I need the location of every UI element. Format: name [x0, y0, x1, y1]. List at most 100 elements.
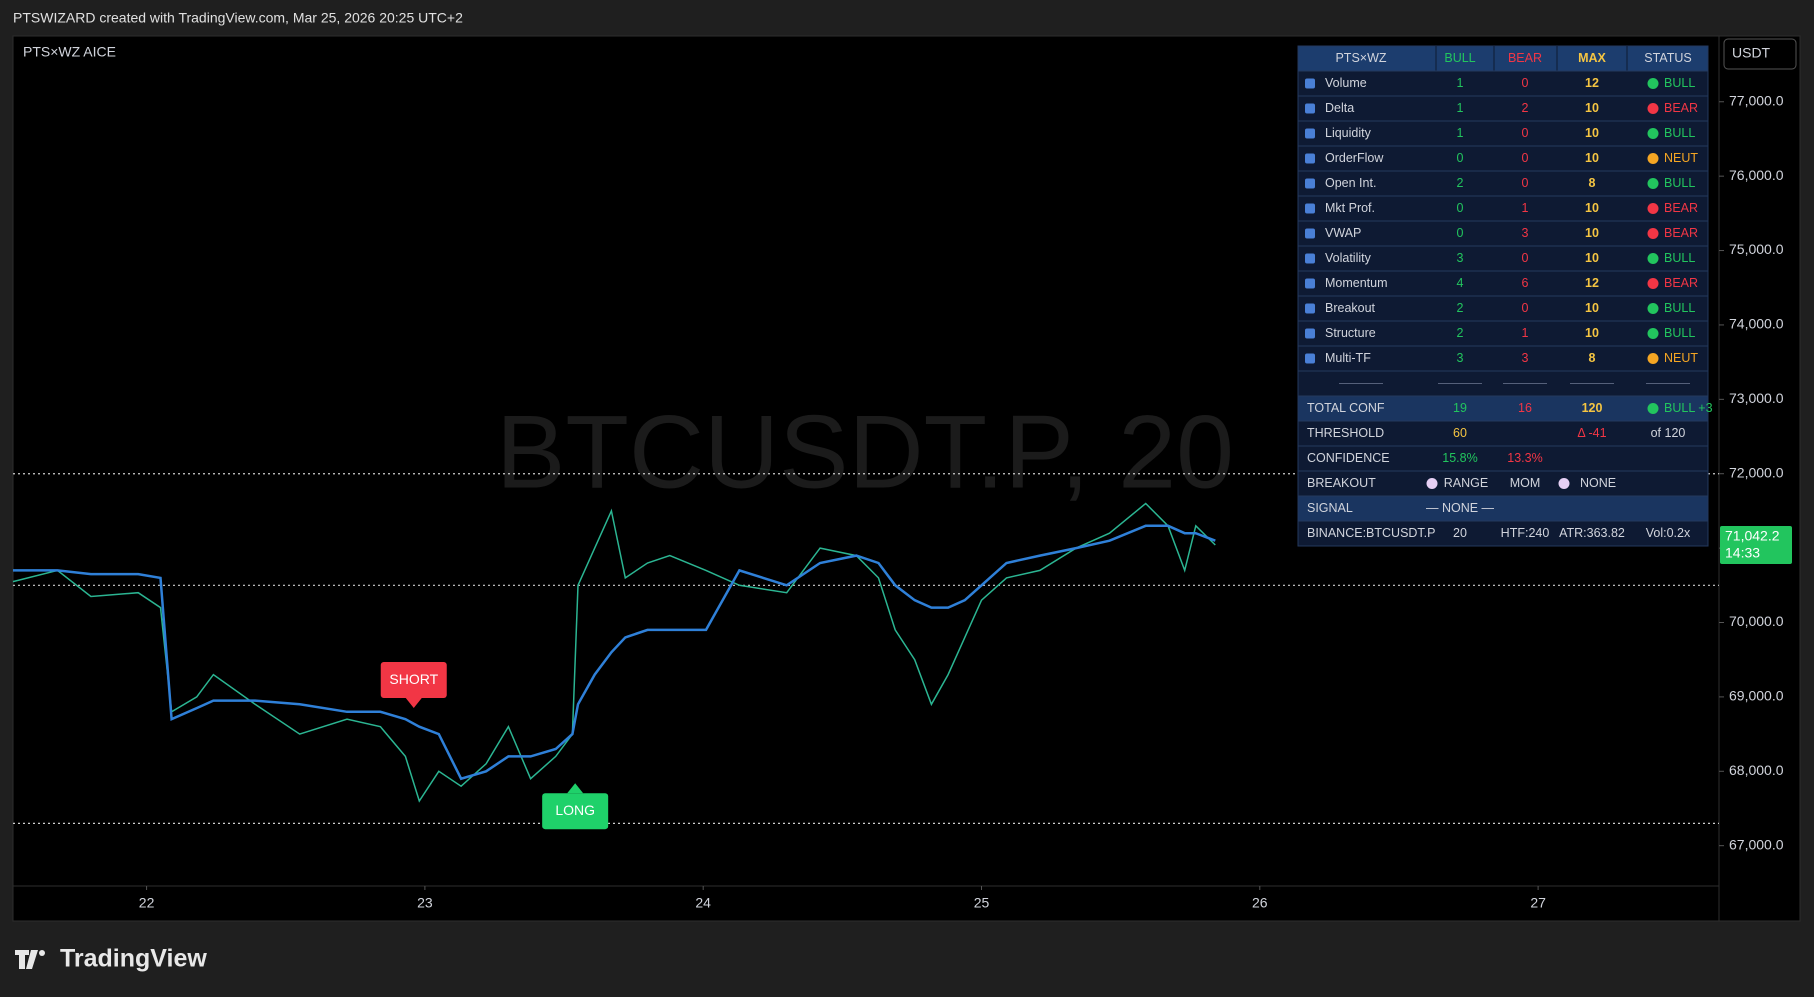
- table-cell: 4: [1457, 276, 1464, 290]
- table-cell: 0: [1457, 201, 1464, 215]
- table-cell: 10: [1585, 201, 1599, 215]
- x-tick-label: 24: [695, 895, 711, 911]
- y-tick-label: 75,000.0: [1729, 241, 1784, 257]
- status-dot: [1647, 78, 1659, 89]
- table-cell: Breakout: [1325, 301, 1376, 315]
- x-tick-label: 27: [1530, 895, 1546, 911]
- table-cell: Momentum: [1325, 276, 1388, 290]
- signal-box: [380, 662, 447, 699]
- table-cell: 1: [1457, 126, 1464, 140]
- price-axis: [1718, 35, 1801, 922]
- table-cell: 10: [1585, 251, 1599, 265]
- y-tick-label: 70,000.0: [1729, 613, 1784, 629]
- status-dot: [1647, 128, 1659, 139]
- status-dot: [1647, 303, 1659, 314]
- table-cell: 10: [1585, 151, 1599, 165]
- table-row: [1297, 320, 1709, 347]
- table-cell: Volume: [1325, 76, 1367, 90]
- logo: [15, 950, 45, 969]
- y-tick-label: 72,000.0: [1729, 464, 1784, 480]
- table-cell: 3: [1457, 351, 1464, 365]
- table-row: [1297, 120, 1709, 147]
- table-cell: MOM: [1510, 476, 1541, 490]
- table-row: [1297, 495, 1709, 522]
- table-cell: PTS×WZ: [1335, 51, 1386, 65]
- table-cell: Vol:0.2x: [1646, 526, 1691, 540]
- table-cell: 0: [1522, 301, 1529, 315]
- status-dot: [1647, 203, 1659, 214]
- table-cell: 0: [1457, 226, 1464, 240]
- table-cell: 3: [1522, 351, 1529, 365]
- table-row: [1297, 170, 1709, 197]
- table-cell: 10: [1585, 326, 1599, 340]
- table-cell: 8: [1589, 176, 1596, 190]
- table-cell: CONFIDENCE: [1307, 451, 1390, 465]
- y-tick-label: 69,000.0: [1729, 688, 1784, 704]
- status-dot: [1647, 103, 1659, 114]
- table-cell: 10: [1585, 301, 1599, 315]
- table-cell: 60: [1453, 426, 1467, 440]
- signal-pointer: [405, 698, 422, 709]
- table-cell: NONE: [1580, 476, 1616, 490]
- table-cell: 15.8%: [1442, 451, 1477, 465]
- table-row: [1297, 470, 1709, 497]
- currency-box[interactable]: [1723, 38, 1797, 70]
- table-cell: 1: [1457, 76, 1464, 90]
- table-cell: BEAR: [1664, 276, 1698, 290]
- table-cell: of 120: [1651, 426, 1686, 440]
- signal-box: [542, 793, 609, 830]
- table-cell: HTF:240: [1501, 526, 1550, 540]
- watermark: BTCUSDT.P, 20: [496, 394, 1234, 510]
- status-dot: [1426, 478, 1438, 489]
- y-tick-label: 68,000.0: [1729, 762, 1784, 778]
- logo-text: TradingView: [60, 945, 207, 973]
- table-cell: BEAR: [1664, 101, 1698, 115]
- y-tick-label: 73,000.0: [1729, 390, 1784, 406]
- table-cell: Mkt Prof.: [1325, 201, 1375, 215]
- table-row: [1297, 145, 1709, 172]
- table-cell: 0: [1522, 76, 1529, 90]
- table-cell: MAX: [1578, 51, 1606, 65]
- table-cell: SIGNAL: [1307, 501, 1353, 515]
- table-cell: 10: [1585, 226, 1599, 240]
- row-icon: [1305, 203, 1315, 214]
- table-cell: BEAR: [1508, 51, 1542, 65]
- table-cell: 0: [1522, 126, 1529, 140]
- table-cell: Structure: [1325, 326, 1376, 340]
- table-cell: 13.3%: [1507, 451, 1542, 465]
- y-tick-label: 76,000.0: [1729, 167, 1784, 183]
- table-cell: 120: [1582, 401, 1603, 415]
- table-cell: Multi-TF: [1325, 351, 1371, 365]
- table-cell: 12: [1585, 276, 1599, 290]
- status-dot: [1647, 353, 1659, 364]
- row-icon: [1305, 303, 1315, 314]
- x-tick-label: 23: [417, 895, 433, 911]
- table-cell: Delta: [1325, 101, 1354, 115]
- caption: PTSWIZARD created with TradingView.com, …: [13, 10, 463, 26]
- table-cell: BULL +3: [1664, 401, 1713, 415]
- table-row: [1297, 220, 1709, 247]
- table-cell: Δ -41: [1577, 426, 1606, 440]
- table-cell: 1: [1522, 201, 1529, 215]
- table-cell: 1: [1457, 101, 1464, 115]
- table-cell: BINANCE:BTCUSDT.P: [1307, 526, 1436, 540]
- table-cell: BULL: [1664, 326, 1695, 340]
- table-cell: OrderFlow: [1325, 151, 1384, 165]
- table-cell: 2: [1457, 176, 1464, 190]
- table-cell: 3: [1457, 251, 1464, 265]
- pane-title: PTS×WZ AICE: [23, 44, 116, 60]
- status-dot: [1647, 328, 1659, 339]
- table-cell: TOTAL CONF: [1307, 401, 1385, 415]
- table-row: [1297, 345, 1709, 372]
- y-tick-label: 67,000.0: [1729, 836, 1784, 852]
- logo-icon: [15, 950, 38, 969]
- table-row: [1297, 295, 1709, 322]
- table-cell: 8: [1589, 351, 1596, 365]
- last-price: 71,042.2: [1725, 528, 1780, 544]
- table-cell: NEUT: [1664, 351, 1698, 365]
- row-icon: [1305, 253, 1315, 264]
- y-tick-label: 77,000.0: [1729, 92, 1784, 108]
- row-icon: [1305, 78, 1315, 89]
- table-cell: BEAR: [1664, 226, 1698, 240]
